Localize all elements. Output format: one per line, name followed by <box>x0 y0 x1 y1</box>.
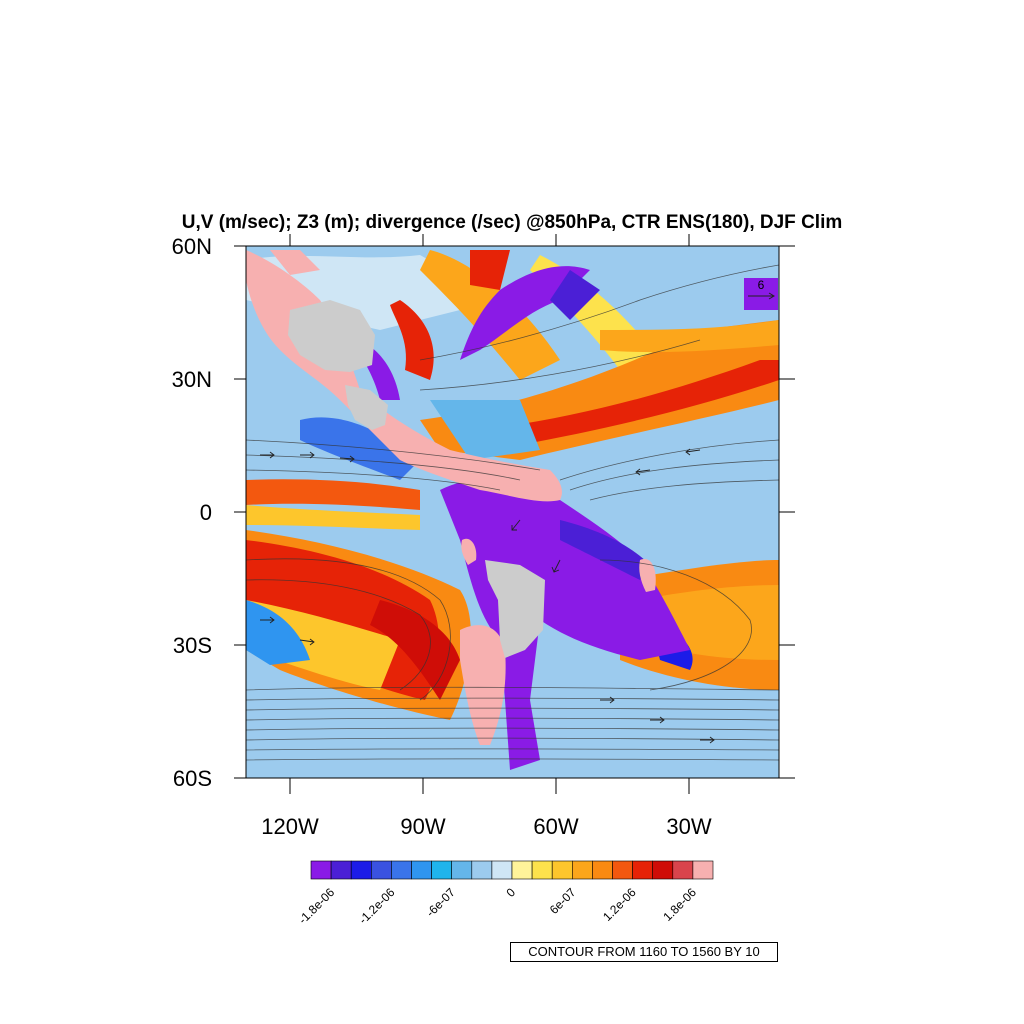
colorbar-swatch <box>511 860 533 880</box>
colorbar-swatch <box>330 860 352 880</box>
colorbar-swatch <box>551 860 573 880</box>
lat-label-60n: 60N <box>172 234 212 259</box>
colorbar-swatch <box>370 860 392 880</box>
colorbar-swatch <box>310 860 332 880</box>
reference-arrow-icon <box>748 292 775 300</box>
colorbar-swatch <box>571 860 593 880</box>
colorbar-swatch <box>350 860 372 880</box>
lat-label-30s: 30S <box>173 633 212 658</box>
colorbar-swatch <box>471 860 493 880</box>
colorbar-swatch <box>411 860 432 880</box>
wind-streamlines <box>246 264 779 761</box>
divergence-field <box>246 250 779 770</box>
colorbar-tick-label: -1.8e-06 <box>296 885 338 927</box>
colorbar-swatch <box>531 860 553 880</box>
colorbar-swatch <box>672 860 694 880</box>
reference-vector: 6 <box>744 278 778 310</box>
colorbar-swatch <box>451 860 473 880</box>
colorbar-tick-label: -6e-07 <box>423 885 458 920</box>
colorbar-swatch <box>692 860 714 880</box>
colorbar-swatch <box>612 860 633 880</box>
colorbar-swatch <box>491 860 513 880</box>
colorbar-swatch <box>391 860 412 880</box>
colorbar <box>310 860 714 880</box>
colorbar-swatch <box>632 860 653 880</box>
lat-label-30n: 30N <box>172 367 212 392</box>
colorbar-tick-label: 6e-07 <box>547 885 579 917</box>
colorbar-swatch <box>592 860 613 880</box>
colorbar-swatch <box>431 860 453 880</box>
colorbar-tick-label: 1.2e-06 <box>600 885 639 924</box>
wind-vectors <box>260 448 715 744</box>
lon-label-120w: 120W <box>261 814 319 839</box>
colorbar-tick-label: 0 <box>503 885 518 900</box>
colorbar-swatch <box>652 860 674 880</box>
map-panel <box>246 246 779 778</box>
colorbar-tick-label: -1.2e-06 <box>356 885 398 927</box>
reference-vector-box <box>744 278 778 310</box>
reference-vector-label: 6 <box>758 278 765 292</box>
lat-label-eq: 0 <box>200 500 212 525</box>
lat-label-60s: 60S <box>173 766 212 791</box>
colorbar-labels: -1.8e-06 -1.2e-06 -6e-07 0 6e-07 1.2e-06 1.8e-… <box>296 885 700 927</box>
colorbar-tick-label: 1.8e-06 <box>660 885 699 924</box>
lon-label-90w: 90W <box>400 814 445 839</box>
lon-axis <box>289 234 690 794</box>
lat-axis <box>234 245 795 779</box>
lon-label-60w: 60W <box>533 814 578 839</box>
lon-label-30w: 30W <box>666 814 711 839</box>
figure-title: U,V (m/sec); Z3 (m); divergence (/sec) @… <box>182 212 843 233</box>
contour-info-box: CONTOUR FROM 1160 TO 1560 BY 10 <box>510 942 778 962</box>
